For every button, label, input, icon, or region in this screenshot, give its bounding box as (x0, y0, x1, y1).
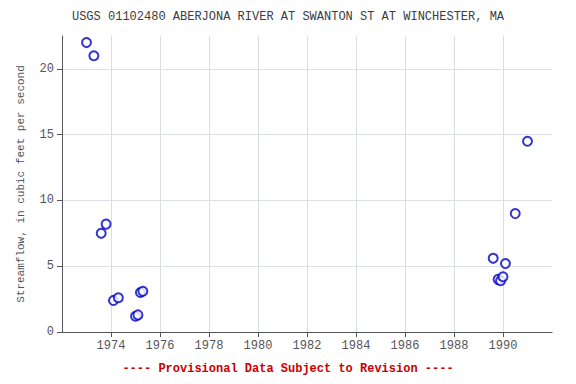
svg-text:5: 5 (47, 259, 54, 273)
svg-text:10: 10 (40, 193, 54, 207)
svg-text:15: 15 (40, 128, 54, 142)
svg-text:1978: 1978 (195, 339, 224, 353)
svg-text:---- Provisional Data Subject: ---- Provisional Data Subject to Revisio… (122, 362, 453, 376)
svg-text:1984: 1984 (342, 339, 371, 353)
svg-text:0: 0 (47, 325, 54, 339)
svg-text:1976: 1976 (146, 339, 175, 353)
svg-text:USGS 01102480 ABERJONA RIVER A: USGS 01102480 ABERJONA RIVER AT SWANTON … (72, 10, 505, 24)
svg-text:1988: 1988 (440, 339, 469, 353)
svg-text:Streamflow, in cubic feet per: Streamflow, in cubic feet per second (15, 65, 27, 303)
svg-text:1974: 1974 (97, 339, 126, 353)
svg-text:1990: 1990 (489, 339, 518, 353)
svg-text:20: 20 (40, 62, 54, 76)
svg-text:1982: 1982 (293, 339, 322, 353)
svg-text:1986: 1986 (391, 339, 420, 353)
svg-text:1980: 1980 (244, 339, 273, 353)
